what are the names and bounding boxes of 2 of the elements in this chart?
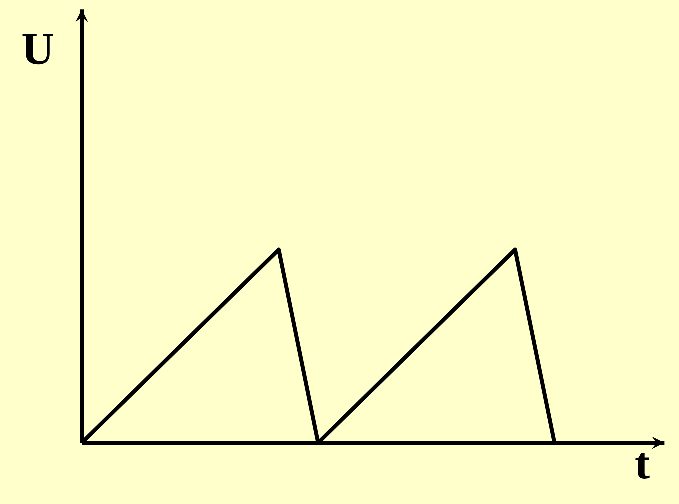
x-axis-title: t — [636, 453, 650, 480]
y-axis-title: U — [22, 34, 54, 65]
